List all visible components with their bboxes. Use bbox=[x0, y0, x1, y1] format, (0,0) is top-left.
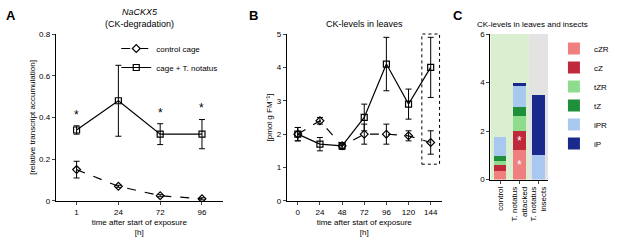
svg-text:CK-levels in leaves and insect: CK-levels in leaves and insects bbox=[477, 20, 588, 29]
svg-text:tZR: tZR bbox=[594, 83, 607, 92]
svg-text:1: 1 bbox=[277, 163, 282, 172]
svg-text:120: 120 bbox=[402, 208, 416, 217]
svg-text:0.4: 0.4 bbox=[39, 113, 51, 122]
svg-text:2: 2 bbox=[480, 127, 485, 136]
svg-text:24: 24 bbox=[315, 208, 324, 217]
svg-text:72: 72 bbox=[156, 208, 165, 217]
svg-text:144: 144 bbox=[424, 208, 438, 217]
svg-text:A: A bbox=[6, 8, 16, 23]
svg-text:5: 5 bbox=[277, 30, 282, 39]
svg-text:0.6: 0.6 bbox=[39, 72, 51, 81]
svg-text:iP: iP bbox=[594, 140, 601, 149]
svg-text:0: 0 bbox=[277, 197, 282, 206]
svg-text:0.2: 0.2 bbox=[39, 155, 51, 164]
svg-text:cZR: cZR bbox=[594, 45, 609, 54]
svg-text:2: 2 bbox=[277, 130, 282, 139]
svg-text:6: 6 bbox=[480, 30, 485, 39]
svg-text:*: * bbox=[74, 108, 79, 122]
svg-text:B: B bbox=[249, 8, 258, 23]
svg-text:0: 0 bbox=[480, 175, 485, 184]
svg-text:T. notatusattacked: T. notatusattacked bbox=[510, 187, 529, 222]
svg-text:[relative transcript accumulat: [relative transcript accumulation] bbox=[28, 60, 37, 175]
svg-text:0: 0 bbox=[46, 197, 51, 206]
svg-text:CK-levels in leaves: CK-levels in leaves bbox=[326, 19, 403, 29]
svg-text:*: * bbox=[158, 106, 163, 120]
svg-text:control cage: control cage bbox=[156, 45, 200, 54]
svg-text:48: 48 bbox=[338, 208, 347, 217]
svg-text:3: 3 bbox=[277, 97, 282, 106]
svg-text:C: C bbox=[453, 8, 463, 23]
svg-text:0: 0 bbox=[296, 208, 301, 217]
svg-text:96: 96 bbox=[382, 208, 391, 217]
svg-text:0.8: 0.8 bbox=[39, 30, 51, 39]
svg-text:control: control bbox=[496, 187, 505, 211]
svg-text:*: * bbox=[517, 158, 522, 172]
svg-text:4: 4 bbox=[480, 78, 485, 87]
svg-text:tZ: tZ bbox=[594, 102, 601, 111]
svg-text:cZ: cZ bbox=[594, 64, 603, 73]
svg-text:cage + T. notatus: cage + T. notatus bbox=[156, 64, 217, 73]
svg-text:time after start of exposure[h: time after start of exposure[h] bbox=[317, 218, 413, 237]
svg-text:4: 4 bbox=[277, 63, 282, 72]
svg-text:*: * bbox=[199, 101, 204, 115]
svg-text:T. notatusinsects: T. notatusinsects bbox=[529, 187, 548, 222]
svg-text:72: 72 bbox=[360, 208, 369, 217]
svg-text:96: 96 bbox=[198, 208, 207, 217]
svg-text:*: * bbox=[517, 134, 522, 148]
svg-text:time after start of exposure[h: time after start of exposure[h] bbox=[92, 218, 188, 237]
svg-text:24: 24 bbox=[114, 208, 123, 217]
svg-text:1: 1 bbox=[74, 208, 79, 217]
svg-text:NaCKX5(CK-degradation): NaCKX5(CK-degradation) bbox=[105, 7, 174, 29]
svg-text:[pmol g FM⁻¹]: [pmol g FM⁻¹] bbox=[265, 94, 274, 142]
svg-text:iPR: iPR bbox=[594, 121, 607, 130]
